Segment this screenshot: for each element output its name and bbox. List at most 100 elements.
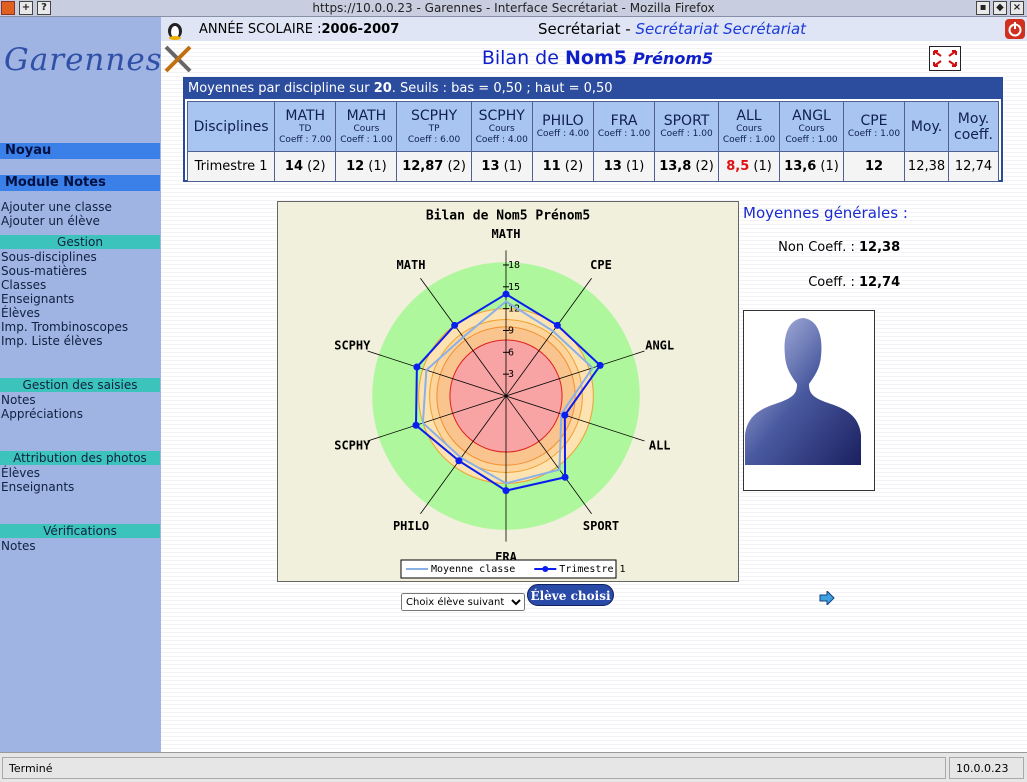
menu-item[interactable]: Notes: [1, 393, 36, 407]
legend-box: [400, 559, 617, 579]
summary-value: 12,38: [859, 240, 901, 255]
summary-row: Coeff. : 12,74: [743, 275, 903, 310]
r-tick-label: 6: [508, 347, 514, 358]
discipline-type: Cours: [353, 123, 380, 134]
axis-line: [420, 395, 507, 515]
series-marker: [502, 487, 510, 495]
series-marker: [561, 473, 569, 481]
mark-cell: 11 (2): [531, 151, 594, 182]
mark-value: 12: [864, 159, 884, 174]
menu-item[interactable]: Enseignants: [1, 292, 75, 306]
column-header: MATH TD Coeff : 7.00: [274, 101, 337, 152]
summary-title: Moyennes générales :: [743, 204, 908, 222]
student-photo: [743, 310, 875, 491]
mark-cell: 13,8 (2): [654, 151, 719, 182]
summary-label: Non Coeff. :: [778, 240, 855, 255]
menu-item[interactable]: Sous-matières: [1, 264, 87, 278]
menu-item[interactable]: Appréciations: [1, 407, 84, 421]
mark-value: 12: [346, 159, 365, 174]
coefficient: Coeff : 1.00: [340, 134, 393, 145]
mark-count: (1): [368, 159, 387, 174]
column-header: ALL Cours Coeff : 1.00: [717, 101, 781, 152]
menu-item[interactable]: Imp. Trombinoscopes: [1, 320, 129, 334]
tools-icon: [164, 45, 192, 73]
r-tick-label: 3: [508, 369, 514, 380]
year: 2006-2007: [321, 22, 400, 37]
menu-item[interactable]: Enseignants: [1, 480, 75, 494]
maximize-button[interactable]: ◆: [993, 1, 1007, 15]
axis-line: [367, 395, 507, 442]
firefox-icon[interactable]: [1, 1, 15, 15]
column-header: SPORT Coeff : 1.00: [654, 101, 719, 152]
window-title: https://10.0.0.23 - Garennes - Interface…: [312, 1, 715, 15]
average-header: Moy.: [904, 101, 949, 152]
school-year: ANNÉE SCOLAIRE :2006-2007: [199, 22, 399, 37]
menu-item[interactable]: Classes: [1, 278, 47, 292]
minimize-button[interactable]: ▪: [976, 1, 990, 15]
axis-label: SCPHY: [334, 339, 371, 353]
next-student-select[interactable]: Choix élève suivant: [401, 593, 525, 611]
menu-item[interactable]: Ajouter une classe: [1, 200, 112, 214]
r-tick-label: 12: [508, 304, 520, 315]
column-header: CPE Coeff : 1.00: [842, 101, 906, 152]
sidebar: Noyau Module Notes Ajouter une classe Ajout…: [0, 17, 161, 752]
axis-label: CPE: [590, 258, 612, 272]
mark-value: 13: [481, 159, 500, 174]
menu-item[interactable]: Élèves: [1, 306, 41, 320]
weighted-header: Moy. coeff.: [948, 101, 999, 152]
menu-item[interactable]: Imp. Liste élèves: [1, 334, 103, 348]
discipline: SCPHY: [410, 107, 458, 124]
axis-line: [505, 395, 592, 515]
series-line: [421, 300, 594, 485]
menu-header: Module Notes: [0, 175, 160, 191]
series-marker: [455, 457, 463, 465]
axis-label: MATH: [492, 227, 521, 241]
discipline-type: TD: [299, 123, 312, 134]
mark-value: 8,5: [726, 159, 750, 174]
window-add-button[interactable]: +: [19, 1, 33, 15]
student-name: Nom5: [564, 47, 627, 69]
year-label: ANNÉE SCOLAIRE :: [199, 22, 322, 37]
discipline-type: Cours: [736, 123, 762, 134]
caption-thresholds: . Seuils : bas = 0,50 ; haut = 0,50: [391, 81, 613, 96]
mark-cell: 12,87 (2): [396, 151, 472, 182]
axis-line: [505, 350, 645, 397]
mark-cell: 12 (1): [335, 151, 398, 182]
series-marker: [553, 321, 561, 329]
mark-value: 13,6: [784, 159, 817, 174]
choose-student-button[interactable]: Élève choisi: [527, 584, 614, 606]
coefficient: Coeff : 1.00: [660, 129, 713, 139]
legend-label: Trimestre 1: [559, 564, 625, 575]
discipline: MATH: [285, 107, 326, 124]
menu-group-header: Gestion des saisies: [0, 378, 160, 392]
caption-text: Moyennes par discipline sur: [188, 81, 370, 96]
r-tick-label: 9: [508, 325, 514, 336]
axis-label: PHILO: [393, 519, 429, 533]
mark-count: (2): [564, 159, 584, 174]
logout-button[interactable]: [1005, 19, 1025, 39]
mark-count: (1): [625, 159, 645, 174]
menu-header: Noyau: [0, 143, 160, 159]
mark-cell: 13,6 (1): [779, 151, 844, 182]
coefficient: Coeff : 7.00: [279, 134, 332, 145]
menu-item[interactable]: Élèves: [1, 466, 41, 480]
status-bar: Terminé 10.0.0.23: [0, 752, 1027, 782]
fullscreen-button[interactable]: [929, 46, 961, 71]
discipline: SCPHY: [478, 107, 525, 124]
window-help-button[interactable]: ?: [37, 1, 51, 15]
mark-cell: 14 (2): [274, 151, 337, 182]
menu-item[interactable]: Sous-disciplines: [1, 250, 97, 264]
student-firstname: Prénom5: [632, 49, 714, 68]
row-header: Disciplines: [186, 101, 276, 152]
menu-item[interactable]: Notes: [1, 539, 36, 553]
mark-count: (2): [447, 159, 466, 174]
header-row: Disciplines MATH TD Coeff : 7.00 MATH Cours Co…: [186, 101, 999, 152]
series-marker: [413, 363, 421, 371]
close-button[interactable]: ×: [1010, 1, 1024, 15]
chart-title: Bilan de Nom5 Prénom5: [426, 209, 590, 224]
mark-value: 13,8: [659, 159, 692, 174]
next-arrow[interactable]: [819, 591, 835, 605]
mark-cell: 13 (1): [592, 151, 656, 182]
axis-label: SCPHY: [334, 438, 371, 452]
menu-item[interactable]: Ajouter un élève: [1, 214, 100, 228]
